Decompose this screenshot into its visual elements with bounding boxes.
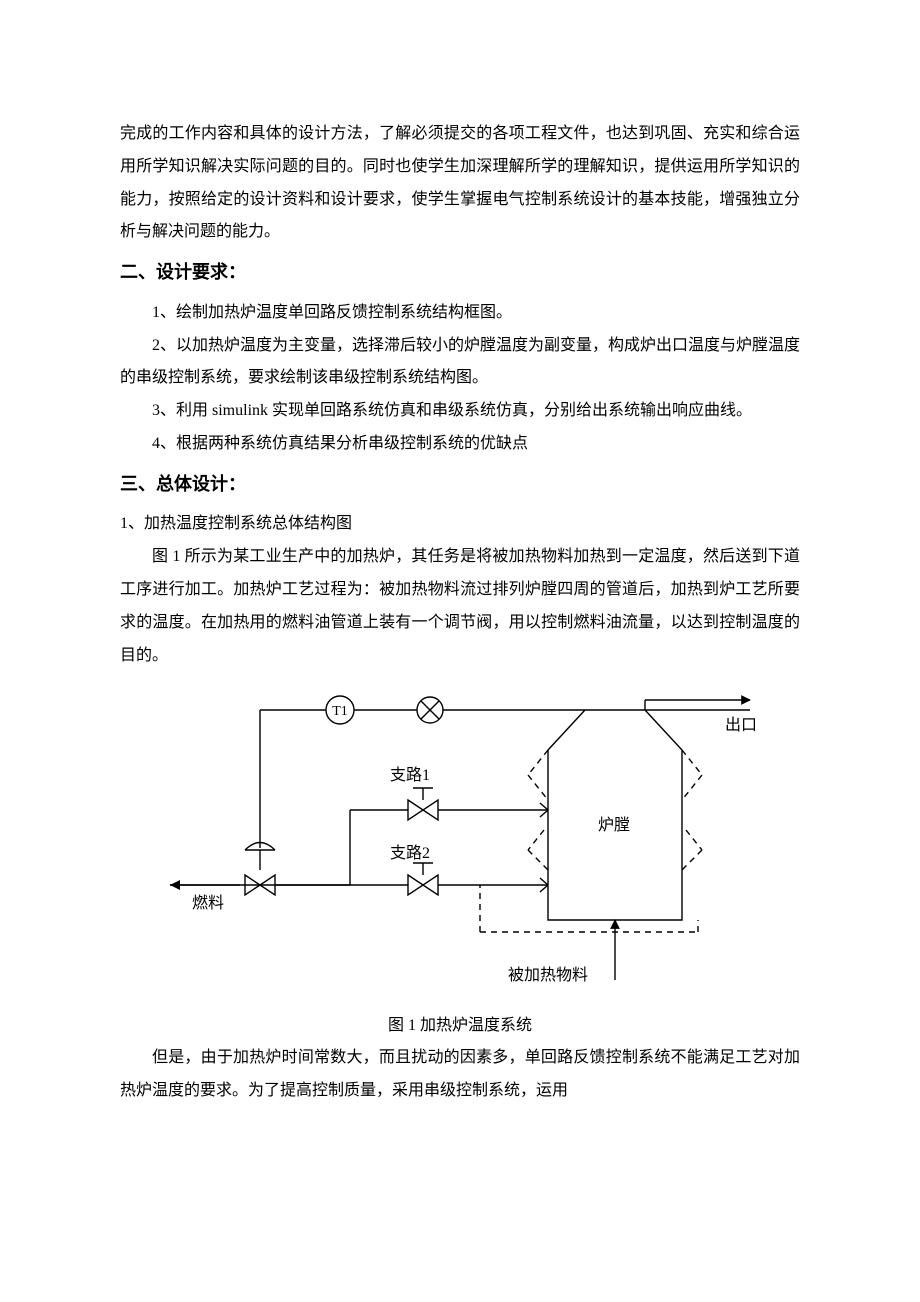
figure-1: T1 — [120, 680, 800, 1042]
requirement-4: 4、根据两种系统仿真结果分析串级控制系统的优缺点 — [120, 428, 800, 461]
label-T1: T1 — [332, 704, 348, 719]
heading-section-2: 二、设计要求： — [120, 253, 800, 293]
label-furnace: 炉膛 — [598, 816, 630, 834]
label-fuel: 燃料 — [192, 894, 224, 912]
paragraph-fig-desc: 图 1 所示为某工业生产中的加热炉，其任务是将被加热物料加热到一定温度，然后送到… — [120, 541, 800, 672]
label-material: 被加热物料 — [508, 966, 588, 984]
label-outlet: 出口 — [725, 716, 757, 734]
paragraph-after-fig: 但是，由于加热炉时间常数大，而且扰动的因素多，单回路反馈控制系统不能满足工艺对加… — [120, 1042, 800, 1108]
heading-section-3: 三、总体设计： — [120, 465, 800, 505]
figure-1-caption: 图 1 加热炉温度系统 — [120, 1010, 800, 1042]
subheading-1: 1、加热温度控制系统总体结构图 — [120, 508, 800, 541]
requirement-3: 3、利用 simulink 实现单回路系统仿真和串级系统仿真，分别给出系统输出响… — [120, 395, 800, 428]
label-branch2: 支路2 — [390, 844, 430, 862]
furnace-diagram-svg: T1 — [150, 680, 770, 1010]
paragraph-intro: 完成的工作内容和具体的设计方法，了解必须提交的各项工程文件，也达到巩固、充实和综… — [120, 118, 800, 249]
label-branch1: 支路1 — [390, 766, 430, 784]
page: 完成的工作内容和具体的设计方法，了解必须提交的各项工程文件，也达到巩固、充实和综… — [0, 0, 920, 1302]
requirement-2: 2、以加热炉温度为主变量，选择滞后较小的炉膛温度为副变量，构成炉出口温度与炉膛温… — [120, 330, 800, 396]
requirement-1: 1、绘制加热炉温度单回路反馈控制系统结构框图。 — [120, 297, 800, 330]
